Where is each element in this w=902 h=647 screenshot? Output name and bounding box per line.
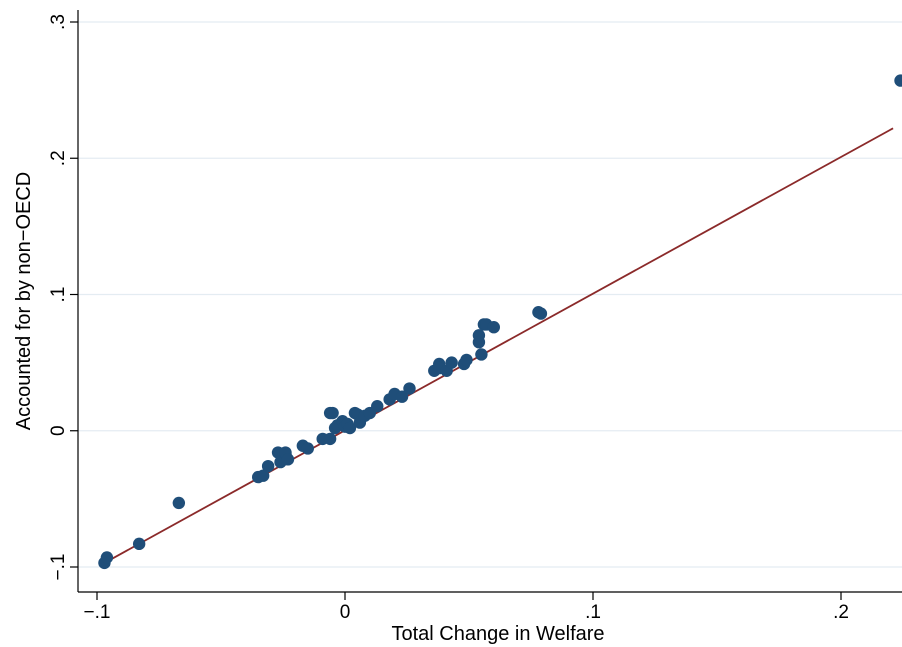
data-point <box>445 356 458 369</box>
x-tick-label-0: −.1 <box>84 602 111 623</box>
data-point <box>326 406 339 420</box>
data-point <box>100 551 114 564</box>
data-point <box>371 400 384 413</box>
data-point <box>323 432 337 446</box>
data-point <box>475 348 488 361</box>
gridlines <box>78 21 902 568</box>
y-tick-label-4: .3 <box>48 14 69 30</box>
x-axis-title: Total Change in Welfare <box>391 623 604 645</box>
data-point <box>403 382 416 395</box>
data-point <box>472 335 486 349</box>
fit-line <box>104 127 894 564</box>
data-point <box>534 307 548 320</box>
data-point <box>395 390 409 403</box>
axis-ticks: −.1 0 .1 .2 −.1 0 .1 .2 .3 <box>48 14 849 623</box>
data-point <box>256 469 270 482</box>
y-tick-label-0: −.1 <box>48 554 69 581</box>
data-point <box>172 496 186 510</box>
data-point <box>301 442 314 455</box>
data-point <box>343 421 357 435</box>
data-point <box>281 453 295 466</box>
data-point <box>460 353 473 367</box>
data-point <box>261 459 275 473</box>
data-point <box>487 321 500 334</box>
x-tick-label-2: .1 <box>585 602 601 623</box>
data-point <box>132 537 146 551</box>
x-tick-label-1: 0 <box>340 602 351 623</box>
y-tick-label-2: .1 <box>48 287 69 303</box>
data-point <box>894 74 902 87</box>
x-tick-label-3: .2 <box>833 602 849 623</box>
data-points <box>98 74 902 570</box>
y-tick-label-1: 0 <box>48 425 69 436</box>
y-tick-label-3: .2 <box>48 150 69 166</box>
y-axis-title: Accounted for by non−OECD <box>13 172 35 430</box>
